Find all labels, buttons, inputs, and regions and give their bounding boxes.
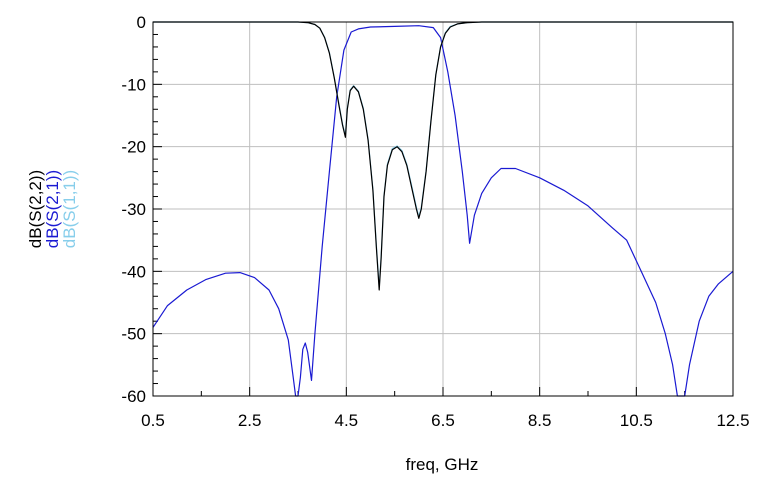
y-axis-title-s22: dB(S(2,2)) <box>26 170 45 248</box>
y-axis-title-s21: dB(S(2,1)) <box>43 170 62 248</box>
series-line-db-s-2-1 <box>152 25 734 397</box>
y-axis-title-s11-text: dB(S(1,1)) <box>60 170 79 248</box>
x-tick-label: 10.5 <box>620 411 653 430</box>
x-tick-label: 4.5 <box>335 411 359 430</box>
plot-frame <box>152 21 734 397</box>
y-tick-labels: -60 -50 -40 -30 -20 -10 0 <box>121 13 146 406</box>
x-tick-label: 2.5 <box>238 411 262 430</box>
x-axis-title: freq, GHz <box>406 455 479 474</box>
y-tick-label: -60 <box>121 387 146 406</box>
x-tick-label: 0.5 <box>141 411 165 430</box>
y-tick-label: -10 <box>121 75 146 94</box>
series-layer <box>152 21 734 397</box>
x-tick-label: 8.5 <box>528 411 552 430</box>
y-tick-label: -50 <box>121 325 146 344</box>
grid <box>152 21 734 397</box>
x-tick-label: 12.5 <box>716 411 749 430</box>
y-tick-label: -20 <box>121 138 146 157</box>
y-axis-title-s11: dB(S(1,1)) <box>60 170 79 248</box>
y-axis-title: dB(S(2,2)) <box>26 170 45 248</box>
y-tick-label: 0 <box>137 13 146 32</box>
y-tick-label: -40 <box>121 262 146 281</box>
y-axis-title-s21-text: dB(S(2,1)) <box>43 170 62 248</box>
y-tick-label: -30 <box>121 200 146 219</box>
series-line-db-s-2-2 <box>153 21 733 291</box>
x-tick-label: 6.5 <box>431 411 455 430</box>
x-tick-labels: 0.5 2.5 4.5 6.5 8.5 10.5 12.5 <box>141 411 749 430</box>
